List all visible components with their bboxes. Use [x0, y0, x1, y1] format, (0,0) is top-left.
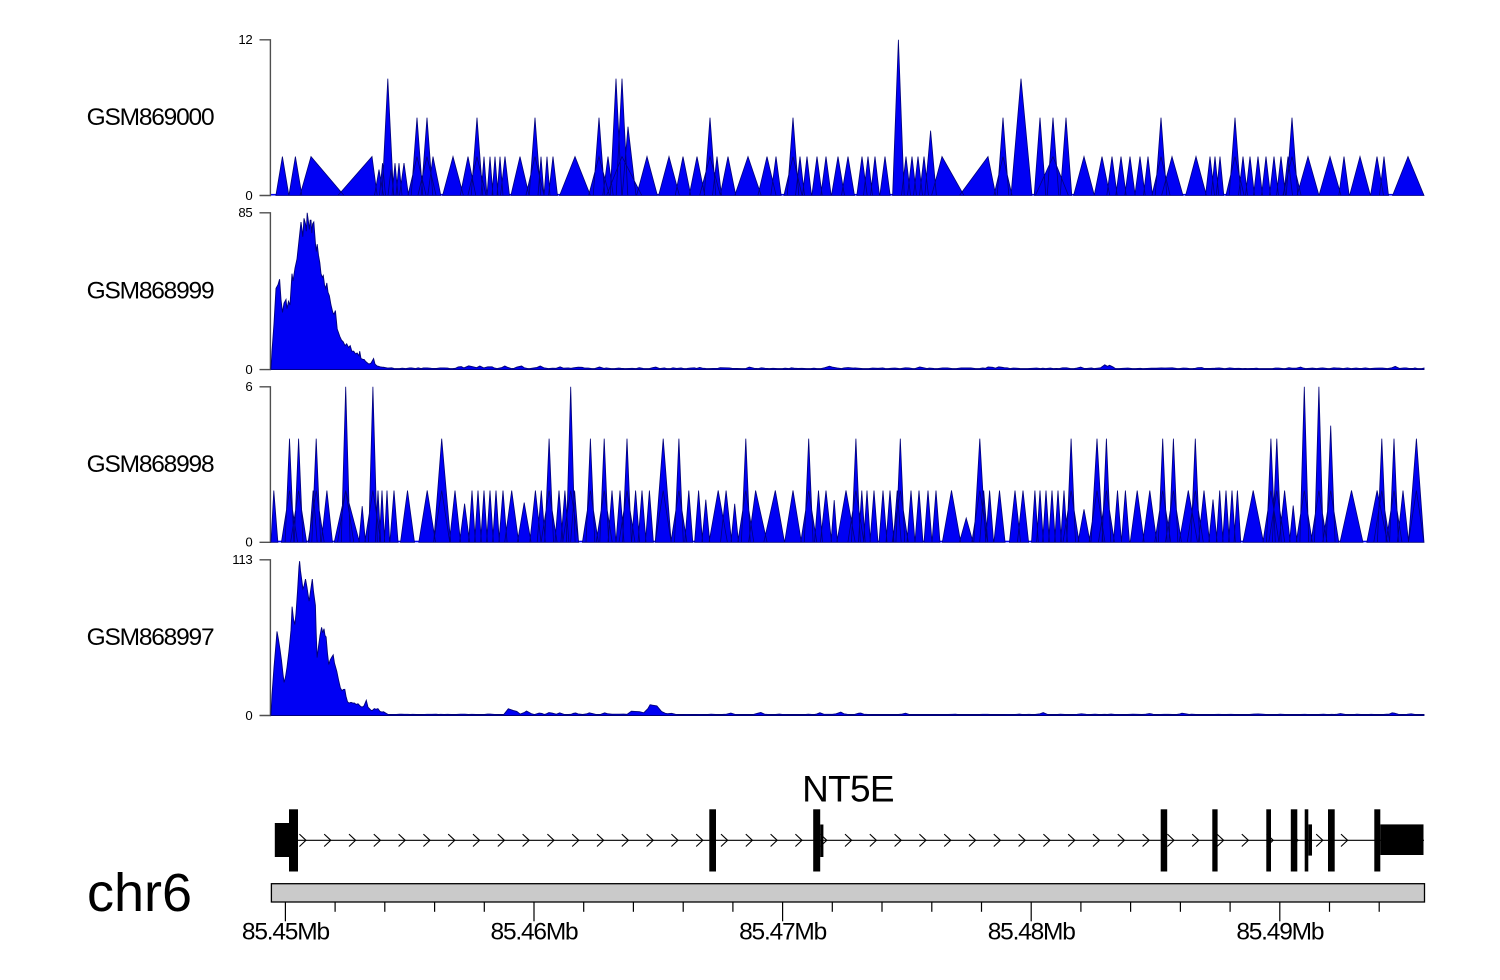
svg-text:85.46Mb: 85.46Mb	[491, 919, 579, 946]
svg-text:0: 0	[245, 188, 252, 203]
svg-text:12: 12	[238, 32, 252, 47]
svg-text:113: 113	[232, 552, 252, 567]
svg-text:0: 0	[245, 535, 252, 550]
svg-text:GSM868997: GSM868997	[87, 624, 214, 651]
svg-text:85.47Mb: 85.47Mb	[739, 919, 827, 946]
svg-text:GSM868999: GSM868999	[87, 278, 214, 305]
svg-text:GSM868998: GSM868998	[87, 451, 214, 478]
svg-text:0: 0	[245, 362, 252, 377]
svg-text:85.48Mb: 85.48Mb	[988, 919, 1076, 946]
svg-text:85.45Mb: 85.45Mb	[242, 919, 330, 946]
svg-text:85: 85	[238, 205, 252, 220]
svg-text:85.49Mb: 85.49Mb	[1236, 919, 1324, 946]
svg-text:6: 6	[245, 379, 252, 394]
svg-text:NT5E: NT5E	[802, 769, 894, 810]
svg-text:chr6: chr6	[87, 863, 192, 923]
svg-text:GSM869000: GSM869000	[87, 104, 214, 131]
svg-text:0: 0	[245, 708, 252, 723]
